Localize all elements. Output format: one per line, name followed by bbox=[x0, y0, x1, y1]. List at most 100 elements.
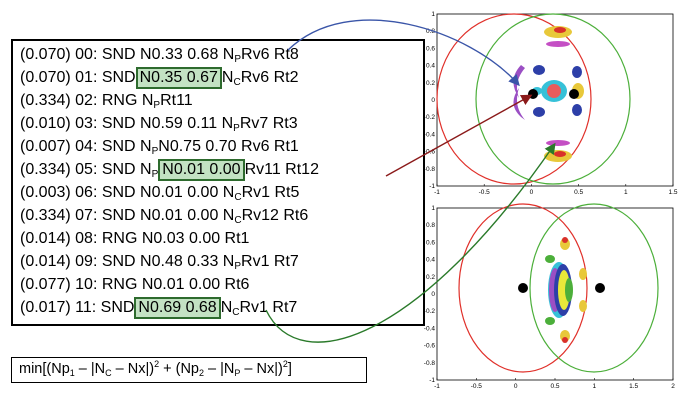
y-tick-label: -0.6 bbox=[424, 343, 436, 350]
line-text: N bbox=[221, 69, 234, 86]
line-text: (0.014) 08: RNG N0.03 0.00 Rt1 bbox=[20, 230, 250, 247]
formula-part: – Nx|) bbox=[111, 361, 155, 377]
y-tick-label: -0.2 bbox=[424, 308, 436, 315]
x-tick-label: 1 bbox=[624, 189, 628, 196]
y-tick-label: 0.4 bbox=[426, 257, 435, 264]
line-suffix: Rv1 Rt7 bbox=[239, 299, 298, 316]
upper-left-blob bbox=[533, 65, 545, 75]
red-circle bbox=[458, 203, 588, 373]
formula-sup: 2 bbox=[282, 359, 288, 369]
lower-right-blob bbox=[572, 104, 582, 116]
formula-part: – |N bbox=[74, 361, 106, 377]
line-text: (0.334) 05: SND N bbox=[20, 161, 152, 178]
line-text: (0.014) 09: SND N0.48 0.33 N bbox=[20, 253, 235, 270]
x-tick-label: -0.5 bbox=[479, 189, 491, 196]
red-arrow bbox=[385, 94, 533, 177]
bottom-x-axis: -1 -0.5 0 0.5 1 1.5 2 bbox=[434, 378, 675, 390]
listing-line-00: (0.070) 00: SND N0.33 0.68 NP Rv6 Rt8 bbox=[20, 44, 299, 66]
formula-part: min[(Np bbox=[19, 361, 70, 377]
line-sub: C bbox=[234, 192, 242, 203]
lower-left-blob bbox=[533, 107, 545, 117]
y-tick-label: 0.2 bbox=[426, 274, 435, 281]
line-text: (0.017) 11: SND bbox=[20, 299, 135, 316]
line-suffix: Rv11 Rt12 bbox=[244, 161, 319, 178]
top-blob-red bbox=[562, 237, 568, 243]
right-lower-blob bbox=[579, 300, 587, 312]
listing-line-10: (0.077) 10: RNG N0.01 0.00 Rt6 bbox=[20, 274, 249, 296]
bottom-blob-red bbox=[562, 337, 568, 343]
line-text: N bbox=[220, 299, 233, 316]
bottom-field-plot: -1 -0.5 0 0.5 1 1.5 2 1 0.8 0.6 0.4 0.2 0 -0.2 -0.4 -0… bbox=[424, 203, 675, 390]
line-suffix: Rv1 Rt7 bbox=[241, 253, 299, 270]
line-sub: C bbox=[232, 307, 240, 318]
blue-arrow bbox=[287, 19, 520, 87]
formula-part: – Nx|) bbox=[240, 361, 283, 377]
y-tick-label: -0.8 bbox=[424, 166, 436, 173]
line-suffix: Rv12 Rt6 bbox=[241, 207, 309, 224]
x-tick-label: 1.5 bbox=[668, 189, 677, 196]
y-tick-label: 1 bbox=[431, 205, 435, 212]
line-suffix: Rv1 Rt5 bbox=[241, 184, 300, 201]
formula-sub: C bbox=[105, 368, 112, 378]
line-text: (0.010) 03: SND N0.59 0.11 N bbox=[20, 115, 234, 132]
line-sub: P bbox=[234, 54, 242, 65]
line-suffix: Rv6 Rt2 bbox=[240, 69, 299, 86]
line-suffix: N0.75 0.70 Rv6 Rt1 bbox=[158, 138, 299, 155]
top-field-plot: -1 -0.5 0 0.5 1 1.5 1 0.8 0.6 0.4 0.2 0 -0.2 -0.4 -0.… bbox=[424, 11, 678, 196]
left-crescent-upper bbox=[513, 65, 525, 98]
line-sub: C bbox=[234, 215, 242, 226]
line-text: (0.070) 01: SND bbox=[20, 69, 136, 86]
upper-right-blob bbox=[572, 66, 582, 78]
listing-line-03: (0.010) 03: SND N0.59 0.11 NP Rv7 Rt3 bbox=[20, 113, 298, 135]
line-suffix: Rv6 Rt8 bbox=[241, 46, 299, 63]
x-tick-label: 0 bbox=[514, 383, 518, 390]
top-blob-purple bbox=[546, 41, 570, 47]
listing-line-05: (0.334) 05: SND NP N0.01 0.00 Rv11 Rt12 bbox=[20, 159, 319, 181]
listing-line-01: (0.070) 01: SND N0.35 0.67 NC Rv6 Rt2 bbox=[20, 67, 298, 89]
y-tick-label: -1 bbox=[429, 183, 435, 190]
line-text: (0.007) 04: SND N bbox=[20, 138, 152, 155]
x-tick-label: -1 bbox=[434, 189, 440, 196]
formula-sup: 2 bbox=[154, 359, 160, 369]
x-tick-label: 0 bbox=[530, 189, 534, 196]
formula-part: + (Np bbox=[159, 361, 199, 377]
x-tick-label: 0.5 bbox=[550, 383, 559, 390]
y-tick-label: -0.4 bbox=[424, 325, 436, 332]
red-circle bbox=[436, 13, 592, 185]
x-tick-label: 2 bbox=[671, 383, 675, 390]
line-text: (0.077) 10: RNG N0.01 0.00 Rt6 bbox=[20, 276, 250, 293]
right-upper-blob bbox=[579, 268, 587, 280]
listing-line-02: (0.334) 02: RNG NP Rt11 bbox=[20, 90, 193, 112]
y-tick-label: 0.8 bbox=[426, 28, 435, 35]
y-tick-label: 0 bbox=[431, 291, 435, 298]
objective-formula: min[(Np1 – |NC – Nx|)2 + (Np2 – |NP – Nx… bbox=[11, 357, 367, 383]
top-x-axis: -1 -0.5 0 0.5 1 1.5 bbox=[434, 184, 678, 196]
highlight-box: N0.01 0.00 bbox=[158, 159, 245, 181]
center-blob-green bbox=[565, 278, 573, 302]
green-circle bbox=[475, 13, 631, 185]
left-crescent-lower bbox=[513, 88, 525, 120]
green-circle bbox=[529, 203, 659, 373]
line-suffix: Rv7 Rt3 bbox=[239, 115, 298, 132]
source-dot-left bbox=[518, 283, 528, 293]
lower-green-blob bbox=[545, 317, 555, 325]
upper-green-blob bbox=[545, 255, 555, 263]
formula-sub: 2 bbox=[199, 368, 205, 378]
instruction-listing: (0.070) 00: SND N0.33 0.68 NP Rv6 Rt8 (0… bbox=[11, 39, 425, 326]
x-tick-label: 1 bbox=[593, 383, 597, 390]
x-tick-label: -1 bbox=[434, 383, 440, 390]
y-tick-label: -0.4 bbox=[424, 131, 436, 138]
top-blob-red bbox=[554, 27, 566, 33]
line-sub: C bbox=[233, 77, 241, 88]
formula-part: – |N bbox=[204, 361, 235, 377]
y-tick-label: -1 bbox=[429, 377, 435, 384]
source-dot-right bbox=[569, 89, 579, 99]
listing-line-04: (0.007) 04: SND NP N0.75 0.70 Rv6 Rt1 bbox=[20, 136, 299, 158]
formula-part: ] bbox=[287, 361, 292, 377]
formula-sub: P bbox=[234, 368, 241, 378]
listing-line-06: (0.003) 06: SND N0.01 0.00 NC Rv1 Rt5 bbox=[20, 182, 299, 204]
y-tick-label: 0.2 bbox=[426, 80, 435, 87]
line-sub: P bbox=[233, 123, 240, 134]
listing-line-09: (0.014) 09: SND N0.48 0.33 NP Rv1 Rt7 bbox=[20, 251, 299, 273]
